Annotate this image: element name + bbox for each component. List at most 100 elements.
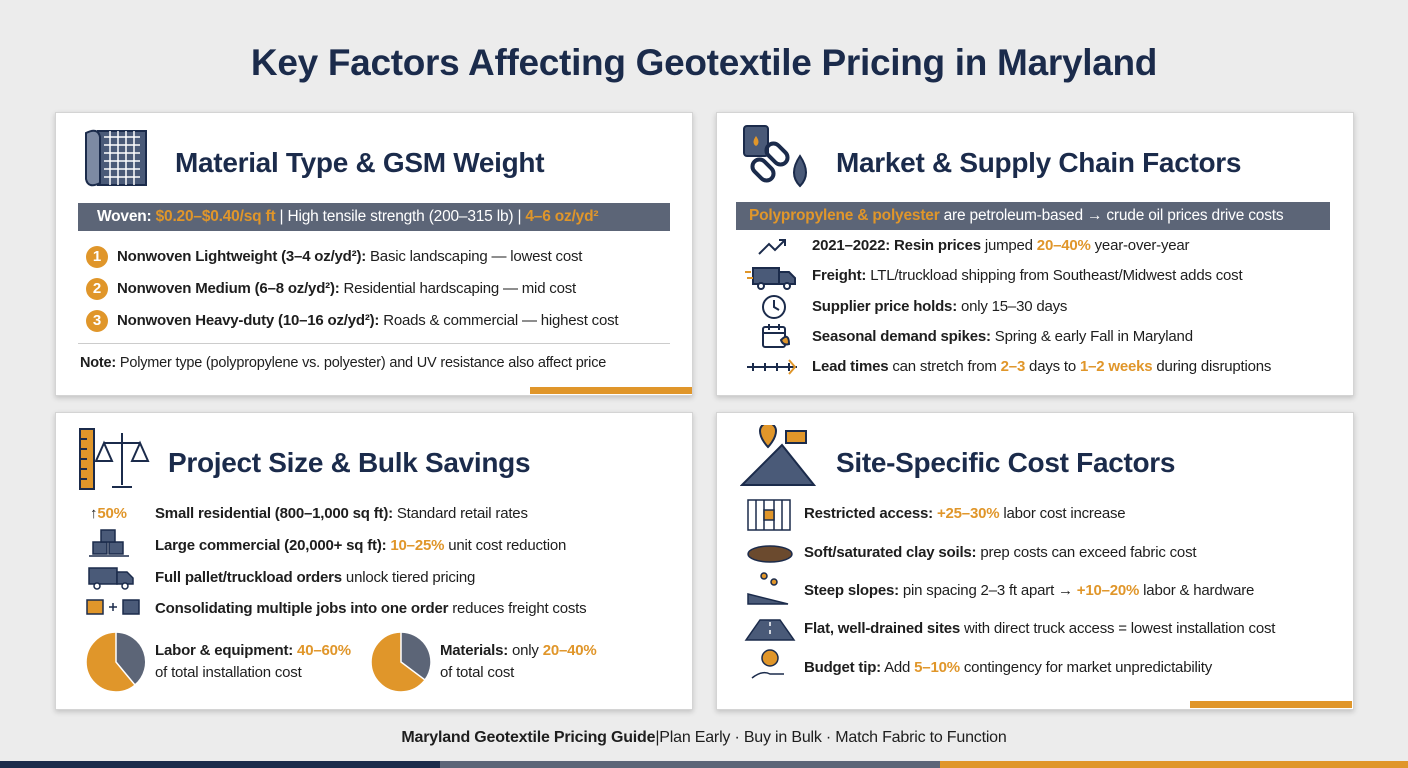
site-icon [740, 425, 816, 486]
pie-icons [85, 631, 432, 693]
text-segment: only 15–30 days [957, 298, 1068, 315]
text-segment: Woven: [97, 208, 152, 225]
stripe [0, 761, 440, 768]
text-segment: with direct truck access = lowest instal… [960, 620, 1276, 637]
text-segment: Basic landscaping — lowest cost [366, 248, 583, 265]
text-segment: Seasonal demand spikes: [812, 328, 991, 345]
item: 2021–2022: Resin prices jumped 20–40% ye… [812, 236, 1190, 256]
banner [78, 203, 670, 231]
text-segment: reduces freight costs [448, 600, 587, 617]
oil-chain-icon [743, 125, 807, 188]
text-segment: Roads & commercial — highest cost [379, 312, 619, 329]
panel-heading: Project Size & Bulk Savings [168, 447, 531, 478]
text-segment: prep costs can exceed fabric cost [976, 544, 1197, 561]
text-segment: Add [880, 659, 915, 676]
text-segment: Materials: [440, 642, 509, 659]
text-segment: Plan Early · Buy in Bulk · Match Fabric … [659, 729, 1007, 746]
item: Large commercial (20,000+ sq ft): 10–25%… [155, 536, 566, 556]
text-segment: 20–40% [542, 642, 597, 659]
text-segment: Steep slopes: [804, 582, 899, 599]
text-segment: Nonwoven Lightweight (3–4 oz/yd²): [117, 248, 367, 265]
text-segment: Budget tip: [804, 659, 881, 676]
item: Flat, well-drained sites with direct tru… [804, 619, 1275, 639]
number: 2 [92, 280, 102, 297]
panel-heading: Material Type & GSM Weight [175, 147, 545, 178]
text-segment: | [513, 208, 526, 225]
text-segment: unlock tiered pricing [341, 569, 476, 586]
text-segment: pin spacing 2–3 ft apart → [898, 582, 1077, 599]
text-segment: Lead times [812, 358, 889, 375]
text-segment: labor cost increase [999, 505, 1126, 522]
text-segment: +25–30% [936, 505, 1000, 522]
item-icons [86, 529, 140, 615]
text-segment: labor & hardware [1139, 582, 1255, 599]
text-segment: 2–3 [1000, 358, 1026, 375]
accent-bar [1190, 701, 1352, 708]
text-segment: during disruptions [1152, 358, 1272, 375]
item-icons [744, 499, 796, 679]
text-segment: are petroleum-based → crude oil prices d… [939, 207, 1284, 224]
panel [55, 112, 693, 396]
item: Soft/saturated clay soils: prep costs ca… [804, 543, 1197, 563]
item: Budget tip: Add 5–10% contingency for ma… [804, 658, 1212, 678]
text-segment: Nonwoven Heavy-duty (10–16 oz/yd²): [117, 312, 380, 329]
text-segment: +10–20% [1076, 582, 1140, 599]
text-segment: can stretch from [888, 358, 1001, 375]
text-segment: 5–10% [914, 659, 960, 676]
text-segment: | [655, 729, 660, 746]
stat-caption: of total installation cost [155, 664, 302, 681]
item: Small residential (800–1,000 sq ft): Sta… [155, 504, 528, 524]
text-segment: Residential hardscaping — mid cost [339, 280, 577, 297]
text-segment: Standard retail rates [392, 505, 528, 522]
item: Consolidating multiple jobs into one ord… [155, 599, 587, 619]
text-segment: 10–25% [390, 537, 445, 554]
text-segment: Consolidating multiple jobs into one ord… [155, 600, 449, 617]
item: Supplier price holds: only 15–30 days [812, 297, 1067, 317]
stat-caption: of total cost [440, 664, 515, 681]
stat: Labor & equipment: 40–60% [155, 641, 351, 661]
text-segment: Soft/saturated clay soils: [804, 544, 977, 561]
note: Note: Polymer type (polypropylene vs. po… [80, 353, 606, 373]
text-segment: jumped [980, 237, 1037, 254]
item: Seasonal demand spikes: Spring & early F… [812, 327, 1193, 347]
number: 1 [92, 248, 102, 265]
text-segment: Labor & equipment: [155, 642, 298, 659]
banner [736, 202, 1330, 230]
text-segment: 50% [97, 505, 127, 522]
divider [78, 343, 670, 344]
panel-heading: Site-Specific Cost Factors [836, 447, 1176, 478]
text-segment: unit cost reduction [444, 537, 567, 554]
text-segment: Supplier price holds: [812, 298, 957, 315]
item: Lead times can stretch from 2–3 days to … [812, 357, 1271, 377]
text-segment: 4–6 oz/yd² [525, 208, 599, 225]
text-segment: 1–2 weeks [1080, 358, 1153, 375]
text-segment: High tensile strength (200–315 lb) [287, 208, 514, 225]
text-segment: only [508, 642, 543, 659]
text-segment: Restricted access: [804, 505, 937, 522]
banner-text: Woven: $0.20–$0.40/sq ft | High tensile … [97, 207, 599, 227]
text-segment: Freight: [812, 267, 867, 284]
item: Full pallet/truckload orders unlock tier… [155, 568, 475, 588]
text-segment: Polypropylene & polyester [749, 207, 940, 224]
panel [716, 112, 1354, 396]
panel-heading: Market & Supply Chain Factors [836, 147, 1242, 178]
text-segment: | [275, 208, 288, 225]
stripe [440, 761, 940, 768]
accent-bar [530, 387, 692, 394]
text-segment: Flat, well-drained sites [804, 620, 961, 637]
item: Nonwoven Heavy-duty (10–16 oz/yd²): Road… [117, 311, 619, 331]
text-segment: days to [1025, 358, 1080, 375]
banner-text: Polypropylene & polyester are petroleum-… [749, 206, 1284, 226]
number: 3 [92, 312, 102, 329]
badge: ↑50% [90, 504, 127, 524]
fabric-icon [85, 129, 147, 187]
item: Nonwoven Medium (6–8 oz/yd²): Residentia… [117, 279, 576, 299]
text-segment: contingency for market unpredictability [959, 659, 1213, 676]
stripe [940, 761, 1408, 768]
text-segment: Full pallet/truckload orders [155, 569, 342, 586]
panel [716, 412, 1354, 710]
number-markers [86, 246, 108, 332]
scale-icon [79, 428, 150, 490]
stat: Materials: only 20–40% [440, 641, 597, 661]
footer: Maryland Geotextile Pricing Guide|Plan E… [0, 728, 1408, 748]
